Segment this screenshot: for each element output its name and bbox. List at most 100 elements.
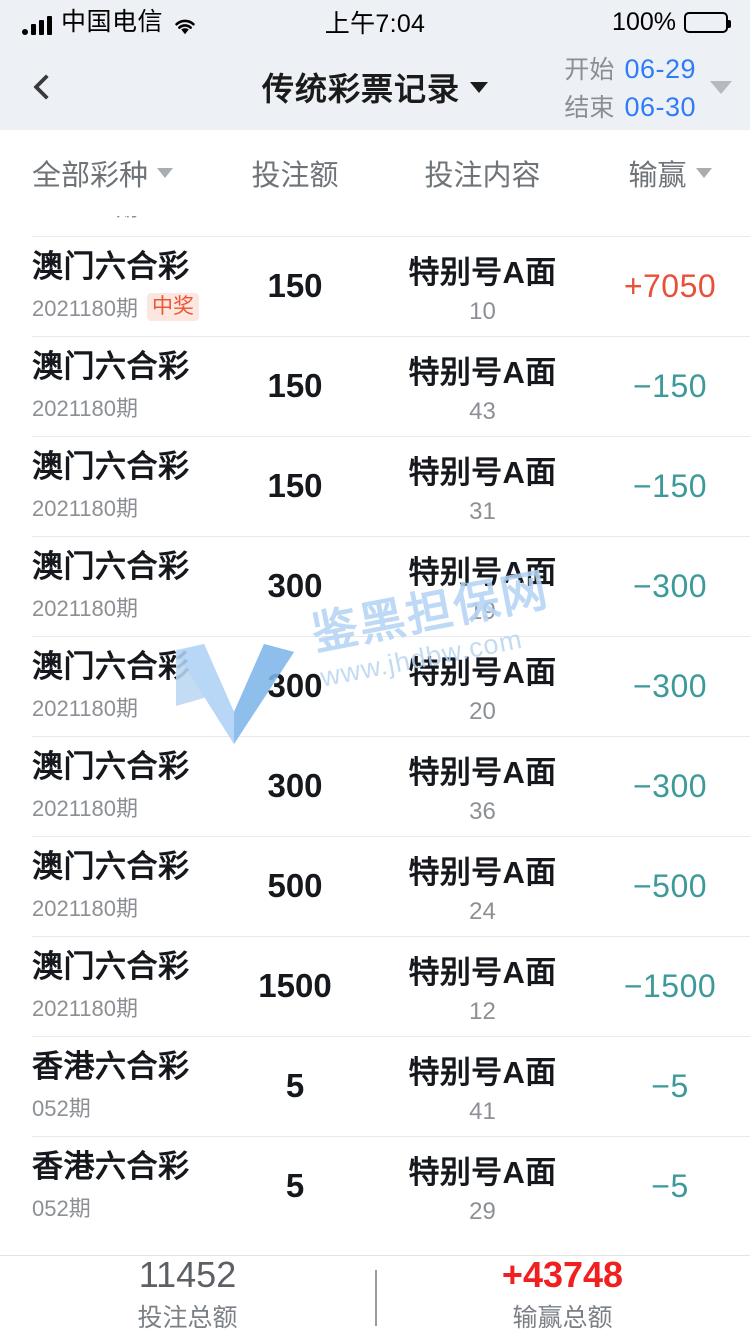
row-period: 2021180期: [32, 696, 139, 722]
row-bet-content-cell: 特别号A面 36: [375, 747, 590, 826]
row-lottery-name: 澳门六合彩: [32, 248, 190, 284]
row-profit-loss-value: −5: [651, 1167, 689, 1204]
row-bet-content-cell: 特别号A面 19: [375, 547, 590, 626]
row-profit-loss-cell: −300: [590, 568, 750, 605]
status-badge: 中奖: [147, 293, 200, 322]
row-bet-amount: 500: [267, 867, 323, 904]
page-title[interactable]: 传统彩票记录: [261, 71, 460, 107]
table-row[interactable]: 澳门六合彩 2021180期 1500 特别号A面 12 −1500: [0, 936, 750, 1036]
row-bet-amount-cell: 150: [215, 267, 375, 305]
row-bet-amount-cell: 300: [215, 767, 375, 805]
row-lottery-name: 澳门六合彩: [32, 448, 190, 484]
row-period-line: 2021180期: [32, 691, 138, 723]
total-bet-summary: 11452 投注总额: [0, 1256, 375, 1334]
column-header-bet-content: 投注内容: [375, 152, 590, 194]
row-bet-content-cell: 特别号A面 31: [375, 447, 590, 526]
row-bet-amount-cell: 150: [215, 467, 375, 505]
row-bet-content-cell: 特别号A面 12: [375, 947, 590, 1026]
table-row[interactable]: 香港六合彩 052期 5 特别号A面 41 −5: [0, 1036, 750, 1136]
total-profit-loss-summary: +43748 输赢总额: [375, 1256, 750, 1334]
table-row[interactable]: 澳门六合彩2021180期22: [0, 216, 750, 236]
triangle-down-icon[interactable]: [710, 80, 732, 94]
column-header-lottery[interactable]: 全部彩种: [0, 152, 215, 194]
back-button[interactable]: [18, 59, 74, 115]
row-bet-title: 特别号A面: [408, 554, 557, 590]
row-bet-amount: 5: [285, 1167, 305, 1204]
column-header-profit-loss-label: 输赢: [628, 160, 687, 192]
row-lottery-name: 澳门六合彩: [32, 548, 190, 584]
row-profit-loss-cell: +7050: [590, 268, 750, 305]
row-bet-title: 特别号A面: [408, 1054, 557, 1090]
row-bet-title: 特别号A面: [408, 454, 557, 490]
triangle-down-icon[interactable]: [470, 81, 488, 93]
table-row[interactable]: 澳门六合彩 2021180期 150 特别号A面 31 −150: [0, 436, 750, 536]
row-lottery-name: 香港六合彩: [32, 1148, 190, 1184]
status-bar-time: 上午7:04: [324, 10, 426, 38]
row-bet-amount: 5: [285, 1067, 305, 1104]
table-row[interactable]: 澳门六合彩 2021180期 300 特别号A面 36 −300: [0, 736, 750, 836]
triangle-down-icon: [157, 168, 174, 178]
date-end-row[interactable]: 结束 06-30: [564, 88, 696, 124]
column-header-profit-loss[interactable]: 输赢: [590, 152, 750, 194]
date-range-lines: 开始 06-29 结束 06-30: [564, 50, 696, 124]
row-period-line: 052期: [32, 1191, 91, 1223]
nav-title-container: 传统彩票记录: [0, 44, 750, 130]
date-range-picker[interactable]: 开始 06-29 结束 06-30: [564, 50, 732, 124]
total-profit-loss-value: +43748: [501, 1254, 624, 1296]
row-bet-content-cell: 特别号A面 43: [375, 347, 590, 426]
chevron-left-icon: [33, 74, 59, 100]
row-bet-content-cell: 特别号A面 24: [375, 847, 590, 926]
column-header-bet-amount: 投注额: [215, 152, 375, 194]
table-row[interactable]: 澳门六合彩 2021180期 150 特别号A面 43 −150: [0, 336, 750, 436]
date-start-value[interactable]: 06-29: [624, 54, 696, 84]
records-list-scroll[interactable]: 澳门六合彩2021180期22澳门六合彩2021180期中奖150特别号A面10…: [0, 216, 750, 1255]
records-list: 澳门六合彩2021180期22澳门六合彩2021180期中奖150特别号A面10…: [0, 216, 750, 1236]
row-bet-number: 12: [469, 997, 496, 1025]
row-lottery-cell: 澳门六合彩 2021180期 中奖: [0, 249, 215, 324]
row-profit-loss-cell: −1500: [590, 968, 750, 1005]
column-header-bet-content-label: 投注内容: [424, 160, 541, 192]
row-bet-amount-cell: 1500: [215, 967, 375, 1005]
table-row[interactable]: 澳门六合彩 2021180期 300 特别号A面 19 −300: [0, 536, 750, 636]
row-bet-number: 36: [469, 797, 496, 825]
column-header-bet-amount-label: 投注额: [251, 160, 339, 192]
row-period-line: 2021180期 中奖: [32, 291, 200, 323]
row-profit-loss-value: −500: [632, 867, 708, 904]
table-row[interactable]: 澳门六合彩 2021180期 中奖 150 特别号A面 10 +7050: [0, 236, 750, 336]
row-profit-loss-cell: −500: [590, 868, 750, 905]
row-lottery-name: 澳门六合彩: [32, 748, 190, 784]
row-profit-loss-value: −5: [651, 1067, 689, 1104]
table-row[interactable]: 澳门六合彩 2021180期 500 特别号A面 24 −500: [0, 836, 750, 936]
row-profit-loss-cell: −5: [590, 1168, 750, 1205]
row-bet-amount-cell: 5: [215, 1067, 375, 1105]
row-bet-amount-cell: 300: [215, 567, 375, 605]
row-bet-amount-cell: 150: [215, 367, 375, 405]
row-period: 2021180期: [32, 296, 139, 322]
row-bet-content-cell: 特别号A面 29: [375, 1147, 590, 1226]
row-profit-loss-value: −1500: [623, 967, 717, 1004]
date-end-value[interactable]: 06-30: [624, 92, 696, 122]
row-profit-loss-cell: −300: [590, 768, 750, 805]
table-row[interactable]: 澳门六合彩 2021180期 300 特别号A面 20 −300: [0, 636, 750, 736]
row-profit-loss-value: −300: [632, 767, 708, 804]
row-period-line: 052期: [32, 1091, 91, 1123]
table-row[interactable]: 香港六合彩 052期 5 特别号A面 29 −5: [0, 1136, 750, 1236]
column-header-lottery-label: 全部彩种: [32, 160, 149, 192]
row-lottery-cell: 香港六合彩 052期: [0, 1149, 215, 1224]
total-profit-loss-label: 输赢总额: [512, 1303, 613, 1332]
row-bet-number: 29: [469, 1197, 496, 1225]
row-lottery-name: 香港六合彩: [32, 1048, 190, 1084]
row-bet-amount-cell: 300: [215, 667, 375, 705]
date-start-row[interactable]: 开始 06-29: [564, 50, 696, 86]
row-bet-title: 特别号A面: [408, 354, 557, 390]
row-bet-amount: 300: [267, 667, 323, 704]
row-lottery-name: 澳门六合彩: [32, 648, 190, 684]
row-profit-loss-cell: −150: [590, 468, 750, 505]
signal-bars-icon: [22, 15, 52, 35]
row-period: 2021180期: [32, 896, 139, 922]
